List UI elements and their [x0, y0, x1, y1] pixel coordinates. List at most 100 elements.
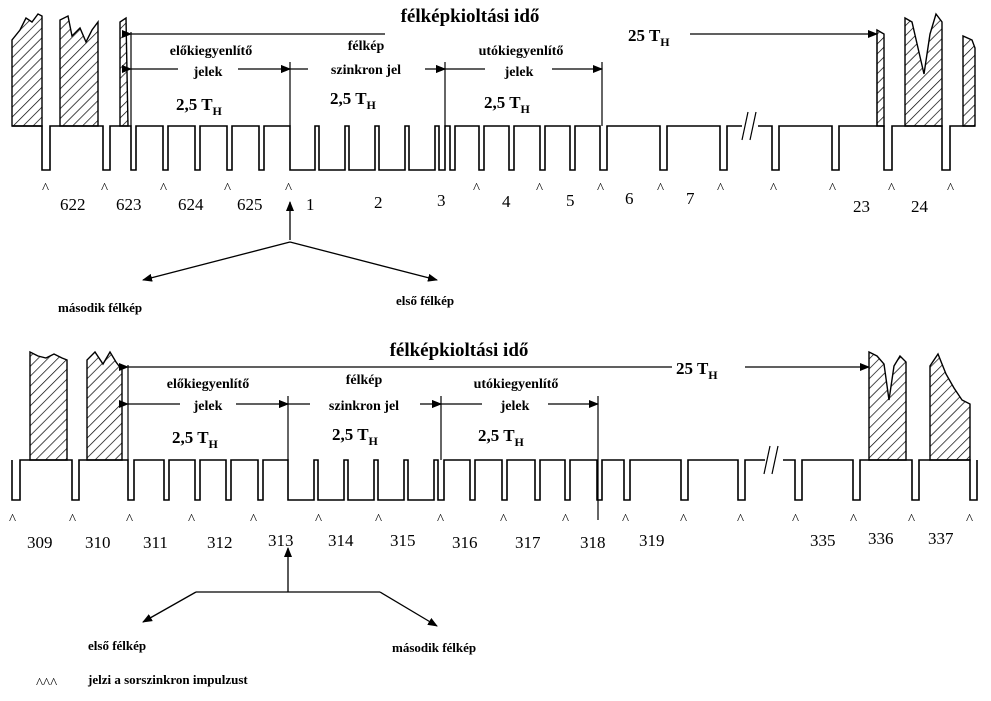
bottom-break	[763, 445, 779, 475]
caret-marker-icon: ^	[908, 512, 915, 528]
bottom-caret-markers: ^ ^ ^ ^ ^ ^ ^ ^ ^ ^ ^ ^ ^ ^ ^ ^ ^	[9, 512, 973, 528]
line-number: 7	[686, 189, 695, 208]
caret-marker-icon: ^	[717, 181, 724, 197]
bottom-seg1-duration: 2,5 TH	[172, 428, 219, 451]
line-number: 623	[116, 195, 142, 214]
bottom-seg2-duration: 2,5 TH	[332, 425, 379, 448]
caret-marker-icon: ^	[737, 512, 744, 528]
line-number: 625	[237, 195, 263, 214]
line-number: 336	[868, 529, 894, 548]
caret-marker-icon: ^	[770, 181, 777, 197]
bottom-seg2-line1: félkép	[346, 373, 383, 388]
caret-marker-icon: ^	[680, 512, 687, 528]
caret-marker-icon: ^	[562, 512, 569, 528]
top-field-right: első félkép	[396, 293, 454, 308]
line-number: 309	[27, 533, 53, 552]
caret-marker-icon: ^	[888, 181, 895, 197]
line-number: 5	[566, 191, 575, 210]
line-number: 314	[328, 531, 354, 550]
top-sync-waveform	[12, 125, 742, 171]
top-seg3-duration: 2,5 TH	[484, 93, 531, 116]
caret-marker-icon: ^	[622, 512, 629, 528]
top-video-hatch	[11, 12, 976, 127]
caret-marker-icon: ^	[188, 512, 195, 528]
top-seg3-line1: utókiegyenlítő	[479, 44, 564, 59]
line-number: 6	[625, 189, 634, 208]
bottom-seg1-line1: előkiegyenlítő	[167, 377, 249, 392]
top-seg1-line2: jelek	[193, 65, 223, 80]
arrow-icon	[142, 241, 291, 282]
bottom-seg3-line2: jelek	[500, 399, 530, 414]
caret-marker-icon: ^	[829, 181, 836, 197]
bottom-field-right: második félkép	[392, 640, 476, 655]
line-number: 312	[207, 533, 233, 552]
caret-marker-icon: ^	[101, 181, 108, 197]
top-caret-markers: ^ ^ ^ ^ ^ ^ ^ ^ ^ ^ ^ ^ ^ ^	[42, 181, 954, 197]
caret-marker-icon: ^	[850, 512, 857, 528]
line-number: 310	[85, 533, 111, 552]
top-span-label: 25 TH	[628, 26, 670, 49]
line-number: 319	[639, 531, 665, 550]
bottom-video-hatch	[29, 350, 971, 461]
line-number: 3	[437, 191, 446, 210]
line-number: 2	[374, 193, 383, 212]
line-number: 335	[810, 531, 836, 550]
bottom-title: félképkioltási idő	[390, 340, 529, 361]
top-seg2-duration: 2,5 TH	[330, 89, 377, 112]
caret-marker-icon: ^	[947, 181, 954, 197]
line-number: 622	[60, 195, 86, 214]
arrow-icon	[142, 591, 197, 623]
top-seg1-duration: 2,5 TH	[176, 95, 223, 118]
top-break	[741, 111, 757, 141]
line-number: 316	[452, 533, 478, 552]
line-number: 313	[268, 531, 294, 550]
bottom-field-left: első félkép	[88, 638, 146, 653]
bottom-line-numbers: 309 310 311 312 313 314 315 316 317 318 …	[27, 529, 954, 552]
double-slash-break-icon	[741, 111, 749, 141]
caret-marker-icon: ^	[437, 512, 444, 528]
arrow-icon	[379, 591, 438, 627]
top-diagram: félképkioltási idő 25 TH előkiegyenlítő …	[11, 6, 976, 315]
line-number: 4	[502, 192, 511, 211]
top-line-numbers: 622 623 624 625 1 2 3 4 5 6 7 23 24	[60, 189, 929, 216]
top-seg3-line2: jelek	[504, 65, 534, 80]
caret-marker-icon: ^	[657, 181, 664, 197]
caret-marker-icon: ^	[69, 512, 76, 528]
line-number: 337	[928, 529, 954, 548]
caret-marker-icon: ^	[315, 512, 322, 528]
double-slash-break-icon	[763, 445, 771, 475]
caret-marker-icon: ^	[9, 512, 16, 528]
bottom-seg1-line2: jelek	[193, 399, 223, 414]
caret-marker-icon: ^	[473, 181, 480, 197]
caret-marker-icon: ^	[500, 512, 507, 528]
bottom-sync-waveform	[11, 459, 765, 501]
line-number: 1	[306, 195, 315, 214]
line-number: 315	[390, 531, 416, 550]
caret-marker-icon: ^	[536, 181, 543, 197]
bottom-span-label: 25 TH	[676, 359, 718, 382]
top-field-left: második félkép	[58, 300, 142, 315]
caret-marker-icon: ^	[375, 512, 382, 528]
bottom-seg3-duration: 2,5 TH	[478, 426, 525, 449]
top-seg2-line2: szinkron jel	[331, 63, 401, 78]
caret-marker-icon: ^	[285, 181, 292, 197]
bottom-diagram: félképkioltási idő 25 TH előkiegyenlítő …	[9, 340, 978, 655]
legend-text: jelzi a sorszinkron impulzust	[87, 672, 248, 687]
line-number: 318	[580, 533, 606, 552]
caret-marker-icon: ^	[250, 512, 257, 528]
caret-marker-icon: ^	[597, 181, 604, 197]
line-number: 24	[911, 197, 929, 216]
caret-marker-icon: ^	[42, 181, 49, 197]
arrow-icon	[289, 241, 438, 282]
caret-marker-icon: ^	[966, 512, 973, 528]
line-number: 311	[143, 533, 168, 552]
caret-marker-icon: ^^^	[36, 676, 57, 692]
caret-marker-icon: ^	[126, 512, 133, 528]
line-number: 23	[853, 197, 870, 216]
top-title: félképkioltási idő	[401, 6, 540, 27]
line-number: 624	[178, 195, 204, 214]
bottom-seg2-line2: szinkron jel	[329, 399, 399, 414]
caret-marker-icon: ^	[224, 181, 231, 197]
legend: ^^^ jelzi a sorszinkron impulzust	[36, 672, 248, 692]
